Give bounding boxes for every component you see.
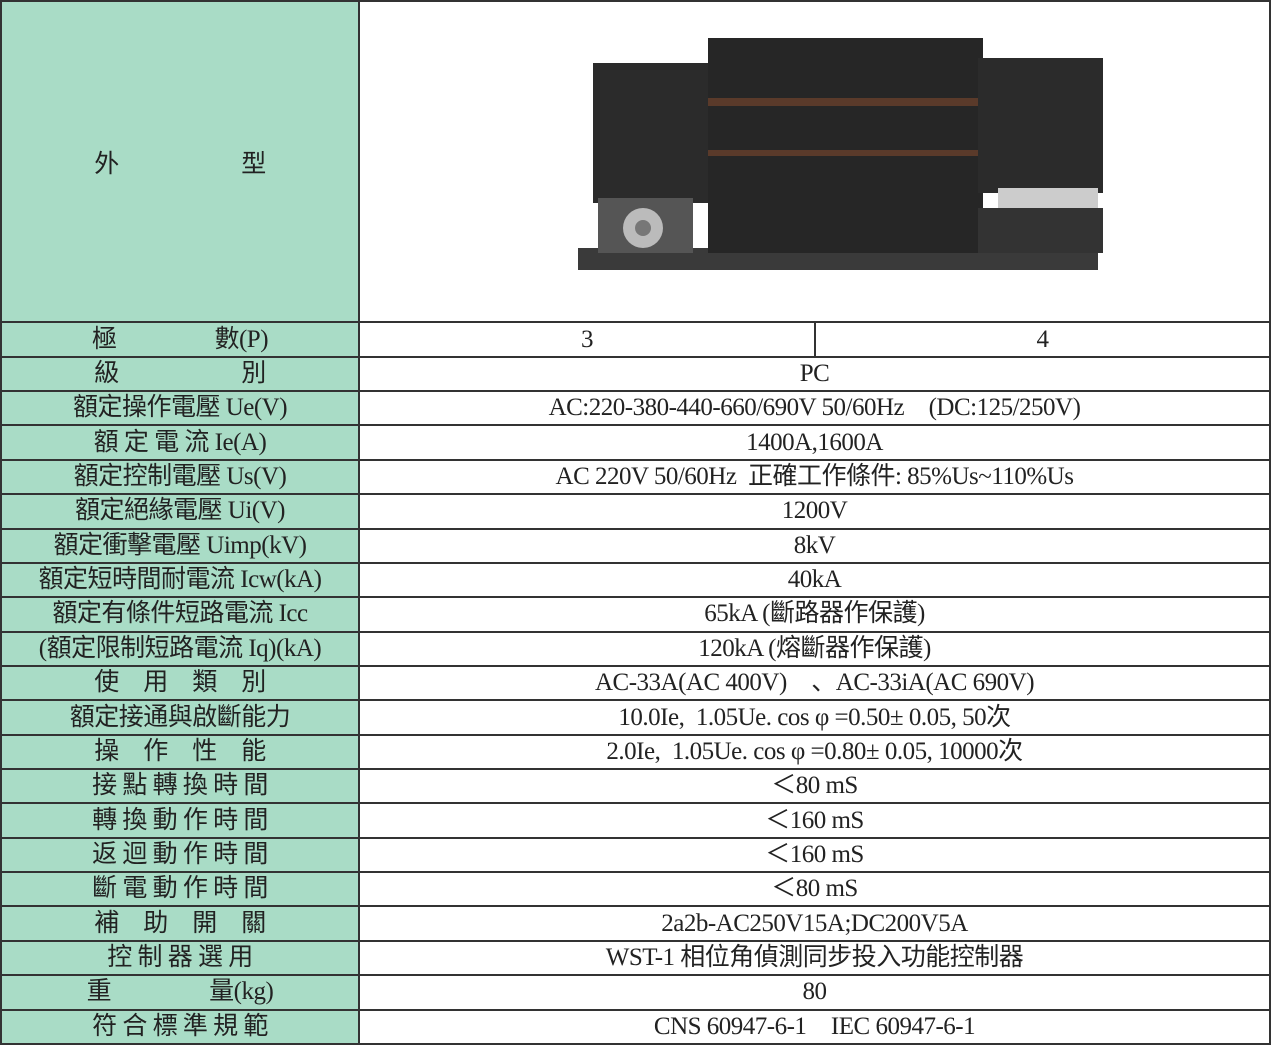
spec-row: 額定短時間耐電流 Icw(kA) 40kA <box>0 561 1271 599</box>
spec-value: 3 <box>358 321 816 358</box>
spec-value: 10.0Ie, 1.05Ue. cos φ =0.50± 0.05, 50次 <box>358 699 1271 736</box>
spec-row: 額定操作電壓 Ue(V) AC:220-380-440-660/690V 50/6… <box>0 390 1271 427</box>
spec-label: 額定接通與啟斷能力 <box>0 699 360 736</box>
header-label: 外 型 <box>0 0 360 324</box>
spec-row: 極 數(P) 3 4 <box>0 321 1271 358</box>
spec-value: AC-33A(AC 400V) 、AC-33iA(AC 690V) <box>358 664 1271 702</box>
header-row: 外 型 <box>0 0 1271 324</box>
spec-label: (額定限制短路電流 Iq)(kA) <box>0 630 360 667</box>
spec-value: ＜80 mS <box>358 871 1271 908</box>
spec-row: 額定控制電壓 Us(V) AC 220V 50/60Hz 正確工作條件: 85%U… <box>0 458 1271 496</box>
spec-label: 額定控制電壓 Us(V) <box>0 458 360 496</box>
device-image <box>577 38 1103 271</box>
spec-label: 控 制 器 選 用 <box>0 939 360 977</box>
spec-value: ＜80 mS <box>358 768 1271 805</box>
spec-value: 1400A,1600A <box>358 424 1271 461</box>
spec-label: 額定絕緣電壓 Ui(V) <box>0 493 360 530</box>
spec-value: 4 <box>814 321 1271 358</box>
spec-label: 補 助 開 關 <box>0 905 360 942</box>
spec-row: 額定有條件短路電流 Icc 65kA (斷路器作保護) <box>0 596 1271 633</box>
spec-row: 接 點 轉 換 時 間＜80 mS <box>0 768 1271 805</box>
spec-label: 重 量(kg) <box>0 974 360 1011</box>
spec-label: 極 數(P) <box>0 321 360 358</box>
spec-label: 額定短時間耐電流 Icw(kA) <box>0 561 360 599</box>
spec-label: 額定操作電壓 Ue(V) <box>0 390 360 427</box>
spec-value: 120kA (熔斷器作保護) <box>358 630 1271 667</box>
spec-value: AC:220-380-440-660/690V 50/60Hz (DC:125/… <box>358 390 1271 427</box>
image-cell <box>358 0 1271 324</box>
spec-row: 符 合 標 準 規 範 CNS 60947-6-1 IEC 60947-6-1 <box>0 1008 1271 1045</box>
spec-value: CNS 60947-6-1 IEC 60947-6-1 <box>358 1008 1271 1045</box>
spec-row: 額定絕緣電壓 Ui(V) 1200V <box>0 493 1271 530</box>
spec-label: 轉 換 動 作 時 間 <box>0 802 360 839</box>
spec-label: 額 定 電 流 Ie(A) <box>0 424 360 461</box>
spec-row: 返 迴 動 作 時 間＜160 mS <box>0 836 1271 874</box>
spec-value: ＜160 mS <box>358 802 1271 839</box>
spec-value: 2.0Ie, 1.05Ue. cos φ =0.80± 0.05, 10000次 <box>358 733 1271 771</box>
spec-value: PC <box>358 355 1271 393</box>
spec-row: 額 定 電 流 Ie(A) 1400A,1600A <box>0 424 1271 461</box>
spec-row: (額定限制短路電流 Iq)(kA) 120kA (熔斷器作保護) <box>0 630 1271 667</box>
spec-label: 額定有條件短路電流 Icc <box>0 596 360 633</box>
spec-row: 斷 電 動 作 時 間＜80 mS <box>0 871 1271 908</box>
spec-label: 符 合 標 準 規 範 <box>0 1008 360 1045</box>
spec-row: 額定接通與啟斷能力 10.0Ie, 1.05Ue. cos φ =0.50± 0.… <box>0 699 1271 736</box>
spec-row: 額定衝擊電壓 Uimp(kV) 8kV <box>0 527 1271 564</box>
spec-value: 80 <box>358 974 1271 1011</box>
spec-value: 65kA (斷路器作保護) <box>358 596 1271 633</box>
spec-value: AC 220V 50/60Hz 正確工作條件: 85%Us~110%Us <box>358 458 1271 496</box>
spec-row: 級 別 PC <box>0 355 1271 393</box>
spec-value: 8kV <box>358 527 1271 564</box>
spec-label: 操 作 性 能 <box>0 733 360 771</box>
spec-value: 2a2b-AC250V15A;DC200V5A <box>358 905 1271 942</box>
spec-label: 額定衝擊電壓 Uimp(kV) <box>0 527 360 564</box>
spec-value: 40kA <box>358 561 1271 599</box>
spec-row: 重 量(kg) 80 <box>0 974 1271 1011</box>
spec-label: 級 別 <box>0 355 360 393</box>
spec-label: 接 點 轉 換 時 間 <box>0 768 360 805</box>
spec-row: 轉 換 動 作 時 間＜160 mS <box>0 802 1271 839</box>
spec-value: WST-1 相位角偵測同步投入功能控制器 <box>358 939 1271 977</box>
spec-value: ＜160 mS <box>358 836 1271 874</box>
spec-row: 使 用 類 別 AC-33A(AC 400V) 、AC-33iA(AC 690V) <box>0 664 1271 702</box>
spec-row: 補 助 開 關 2a2b-AC250V15A;DC200V5A <box>0 905 1271 942</box>
spec-label: 返 迴 動 作 時 間 <box>0 836 360 874</box>
spec-row: 控 制 器 選 用 WST-1 相位角偵測同步投入功能控制器 <box>0 939 1271 977</box>
spec-label: 斷 電 動 作 時 間 <box>0 871 360 908</box>
spec-value: 1200V <box>358 493 1271 530</box>
spec-label: 使 用 類 別 <box>0 664 360 702</box>
spec-row: 操 作 性 能 2.0Ie, 1.05Ue. cos φ =0.80± 0.05,… <box>0 733 1271 771</box>
